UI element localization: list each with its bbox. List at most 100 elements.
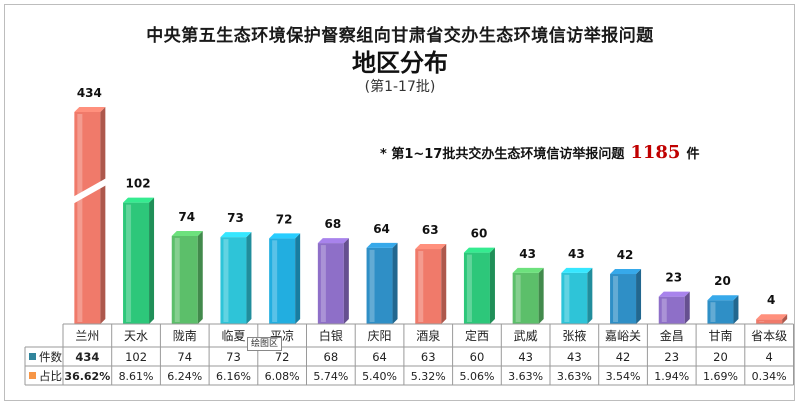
- bar: [74, 112, 101, 324]
- bar-highlight: [223, 239, 229, 322]
- bar-top: [512, 267, 544, 273]
- bar-side: [489, 247, 495, 324]
- data-label: 43: [519, 247, 536, 261]
- bar: [561, 272, 588, 324]
- bar-highlight: [418, 251, 424, 322]
- ratio-cell: 6.24%: [167, 370, 202, 383]
- bar-top: [220, 232, 252, 238]
- category-label: 天水: [124, 329, 148, 343]
- count-cell: 23: [664, 350, 679, 364]
- axis-break-mark: [70, 176, 110, 206]
- count-cell: 74: [177, 350, 192, 364]
- ratio-cell: 0.34%: [752, 370, 787, 383]
- bar-highlight: [759, 321, 765, 322]
- bar-top: [415, 244, 447, 250]
- category-label: 临夏: [221, 329, 245, 343]
- count-cell: 43: [518, 350, 533, 364]
- category-label: 省本级: [751, 329, 787, 343]
- bar: [610, 274, 637, 324]
- ratio-cell: 5.74%: [313, 370, 348, 383]
- bar-top: [463, 247, 495, 253]
- ratio-cell: 8.61%: [119, 370, 154, 383]
- bar-top: [756, 314, 788, 320]
- bar-side: [100, 107, 106, 324]
- bar: [463, 252, 490, 324]
- bar-highlight: [661, 298, 667, 322]
- count-cell: 42: [616, 350, 631, 364]
- ratio-cell: 6.16%: [216, 370, 251, 383]
- data-label: 42: [617, 248, 634, 262]
- data-label: 64: [373, 222, 390, 236]
- data-label: 60: [471, 227, 488, 241]
- bar-top: [366, 242, 398, 248]
- category-label: 嘉峪关: [605, 329, 641, 343]
- count-cell: 4: [765, 350, 772, 364]
- bar-side: [441, 244, 447, 324]
- legend-marker-count: [29, 353, 36, 360]
- data-label: 63: [422, 223, 439, 237]
- data-label: 68: [324, 217, 341, 231]
- bar-side: [684, 291, 690, 324]
- total-note-suffix: 件: [686, 147, 700, 162]
- bar: [123, 202, 150, 324]
- ratio-cell: 5.32%: [411, 370, 446, 383]
- bar: [317, 243, 344, 324]
- bar-highlight: [466, 254, 472, 322]
- chart-subtitle: 地区分布: [352, 49, 448, 77]
- count-cell: 102: [125, 350, 147, 364]
- bar-side: [295, 233, 301, 324]
- bar-side: [782, 314, 788, 324]
- bar-side: [246, 232, 252, 324]
- bar-top: [561, 267, 593, 273]
- ratio-cell: 6.08%: [265, 370, 300, 383]
- bar-highlight: [613, 276, 619, 322]
- data-label: 73: [227, 211, 244, 225]
- data-label: 74: [178, 210, 195, 224]
- count-cell: 43: [567, 350, 582, 364]
- bar-side: [733, 295, 739, 324]
- count-cell: 64: [372, 350, 387, 364]
- row-header-count: 件数: [39, 350, 62, 364]
- ratio-cell: 5.06%: [459, 370, 494, 383]
- count-cell: 72: [275, 350, 290, 364]
- bar: [269, 238, 296, 324]
- bar-top: [74, 107, 106, 112]
- bar: [707, 300, 734, 324]
- count-cell: 68: [324, 350, 339, 364]
- category-label: 张掖: [562, 329, 586, 343]
- batch-label: (第1-17批): [364, 79, 436, 95]
- ratio-cell: 1.94%: [654, 370, 689, 383]
- bar-top: [610, 269, 642, 275]
- total-note-prefix: * 第1~17批共交办生态环境信访举报问题: [380, 147, 625, 162]
- count-cell: 60: [470, 350, 485, 364]
- bar: [512, 272, 539, 324]
- bar: [171, 235, 198, 324]
- bar: [415, 249, 442, 324]
- bar-side: [587, 267, 593, 324]
- data-label: 23: [665, 271, 682, 285]
- legend-marker-ratio: [29, 372, 36, 379]
- bar-top: [171, 230, 203, 236]
- bar-top: [658, 291, 690, 297]
- bar-highlight: [272, 240, 278, 322]
- data-label: 43: [568, 247, 585, 261]
- row-header-ratio: 占比: [39, 369, 62, 383]
- bar-highlight: [369, 249, 375, 322]
- bar-highlight: [564, 274, 570, 322]
- plot-area-tooltip: 绘图区: [247, 337, 283, 351]
- bar-highlight: [174, 237, 180, 322]
- ratio-cell: 3.63%: [557, 370, 592, 383]
- total-value: 1185: [630, 142, 681, 163]
- chart-frame: [4, 4, 795, 401]
- bar-side: [197, 230, 203, 324]
- chart-title: 中央第五生态环境保护督察组向甘肃省交办生态环境信访举报问题: [146, 26, 654, 46]
- data-label: 4: [767, 293, 775, 307]
- bar: [220, 237, 247, 324]
- category-label: 定西: [465, 328, 489, 343]
- bar-top: [269, 233, 301, 239]
- count-cell: 434: [75, 350, 99, 364]
- category-label: 兰州: [75, 329, 99, 343]
- ratio-cell: 3.54%: [606, 370, 641, 383]
- bar-highlight: [710, 302, 716, 322]
- bar: [366, 247, 393, 324]
